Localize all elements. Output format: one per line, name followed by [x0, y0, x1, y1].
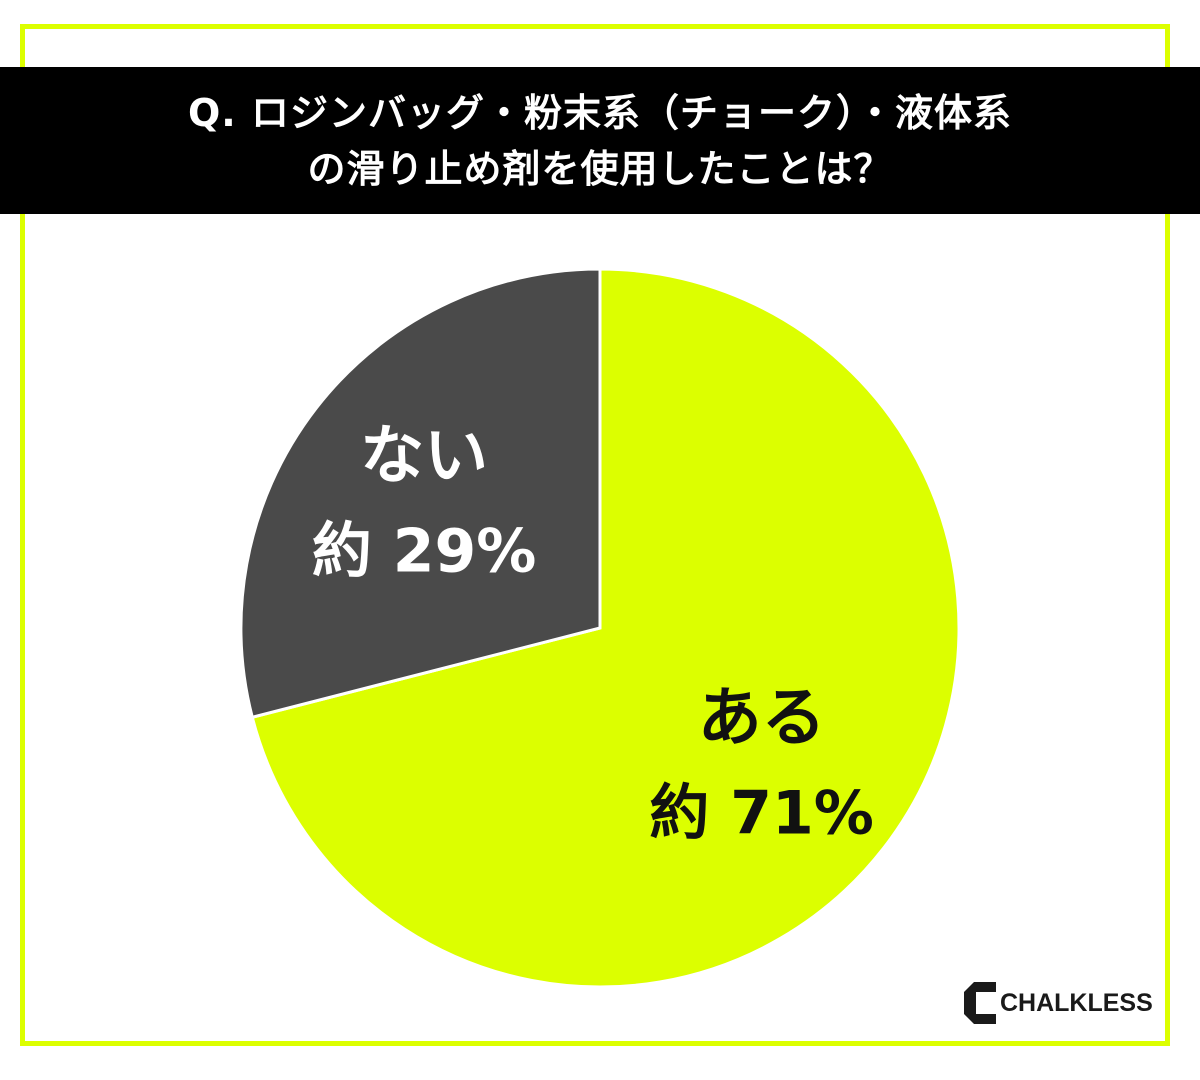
title-line-2: の滑り止め剤を使用したことは？ — [307, 146, 893, 191]
pie-slice-0 — [250, 267, 961, 989]
slice-label-group-0: ある約 71% — [649, 681, 874, 848]
question-header: Q. ロジンバッグ・粉末系（チョーク）・液体系 の滑り止め剤を使用したことは？ — [0, 67, 1200, 214]
brand-name: CHALKLESS — [1000, 988, 1153, 1017]
slice-value-0: 約 71% — [649, 778, 874, 848]
accent-frame — [20, 24, 1170, 1046]
title-line-1: Q. ロジンバッグ・粉末系（チョーク）・液体系 — [188, 90, 1012, 135]
chalkless-logo-icon — [964, 982, 996, 1024]
slice-value-1: 約 29% — [312, 517, 537, 587]
brand-logo: CHALKLESS — [962, 980, 1153, 1026]
pie-slice-1 — [239, 267, 602, 720]
slice-label-group-1: ない約 29% — [312, 420, 537, 587]
slice-label-1: ない — [360, 420, 488, 494]
slice-label-0: ある — [698, 681, 826, 755]
